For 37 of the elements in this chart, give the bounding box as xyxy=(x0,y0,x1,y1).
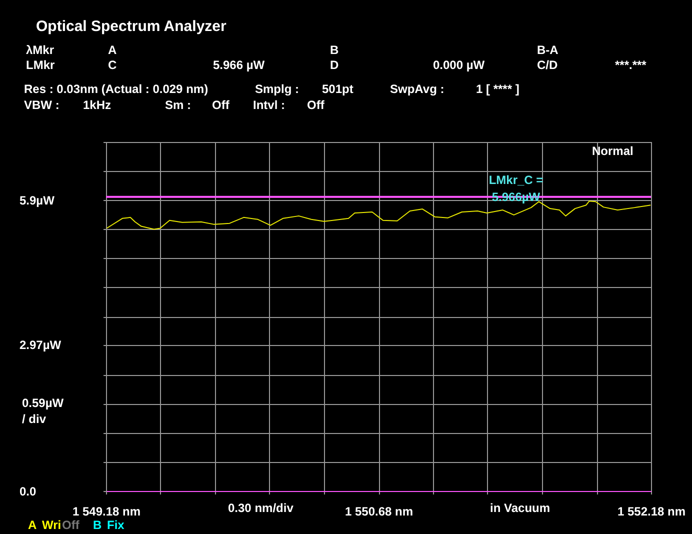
text: Sm : xyxy=(165,98,192,112)
text: B xyxy=(330,43,339,57)
text: 1 [ **** ] xyxy=(476,82,520,96)
text: Smplg : xyxy=(255,82,299,96)
text: C/D xyxy=(537,58,558,72)
text: D xyxy=(330,58,339,72)
text: Off xyxy=(62,518,80,532)
text: LMkr xyxy=(26,58,55,72)
text: B-A xyxy=(537,43,559,57)
text: Off xyxy=(307,98,326,112)
text: A xyxy=(28,518,37,532)
y-axis-title: 0.59µW / div xyxy=(22,396,64,426)
x-tick-label: 1 552.18 nm xyxy=(617,504,686,518)
x-axis-title: 0.30 nm/div xyxy=(228,501,294,515)
text: Off xyxy=(212,98,230,112)
text: Intvl : xyxy=(253,98,285,112)
text: A xyxy=(108,43,117,57)
text: 5.966 µW xyxy=(213,58,266,72)
text: SwpAvg : xyxy=(390,82,444,96)
chart-title: Optical Spectrum Analyzer xyxy=(36,18,226,35)
x-tick-label: 1 549.18 nm xyxy=(72,504,141,518)
y-tick-label: 2.97µW xyxy=(20,338,62,352)
text: B xyxy=(93,518,102,532)
text: Wri xyxy=(42,518,62,532)
text: in Vacuum xyxy=(490,501,550,515)
text: VBW : xyxy=(24,98,60,112)
text: Fix xyxy=(107,518,125,532)
text: ***.*** xyxy=(615,58,647,72)
x-tick-label: 1 550.68 nm xyxy=(344,504,414,518)
text: 501pt xyxy=(322,82,354,96)
y-tick-label: 5.9µW xyxy=(20,194,56,208)
text: λMkr xyxy=(26,43,54,57)
text: Res : 0.03nm (Actual : 0.029 nm) xyxy=(24,82,208,96)
text: 1kHz xyxy=(83,98,112,112)
text: C xyxy=(108,58,117,72)
text: 0.000 µW xyxy=(433,58,486,72)
y-tick-label: 0.0 xyxy=(20,484,37,498)
